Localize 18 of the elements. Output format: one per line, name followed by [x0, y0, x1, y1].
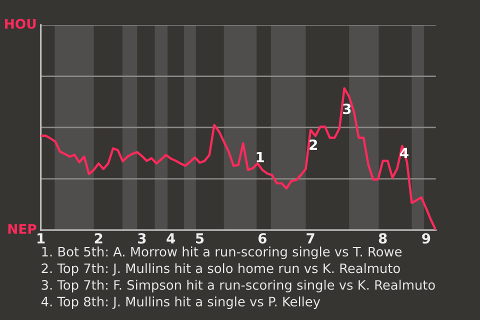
text: 2. Top 7th: J. Mullins hit a solo home run vs K. Realmuto: [42, 263, 400, 276]
annotation: 3: [343, 104, 351, 114]
text: 4. Top 8th: J. Mullins hit a single vs P. Kelley: [41, 296, 320, 309]
text: HOU: [5, 18, 36, 29]
x-tick-label: 7: [306, 233, 314, 244]
x-tick-label: 6: [258, 233, 266, 244]
x-tick-label: 3: [138, 233, 146, 244]
x-tick-label: 9: [422, 233, 430, 244]
text: 3. Top 7th: F. Simpson hit a run-scoring single vs K. Realmuto: [42, 280, 435, 292]
x-tick-label: 2: [94, 233, 102, 244]
x-tick-label: 8: [378, 233, 387, 244]
x-tick-label: 1: [38, 233, 45, 244]
annotation: 1: [256, 152, 264, 162]
text: 1. Bot 5th: A. Morrow hit a run-scoring single vs T. Rowe: [42, 246, 402, 260]
x-tick-label: 4: [166, 233, 176, 244]
annotation: 2: [310, 140, 318, 150]
x-tick-label: 5: [196, 233, 204, 244]
text: NEP: [8, 224, 36, 234]
